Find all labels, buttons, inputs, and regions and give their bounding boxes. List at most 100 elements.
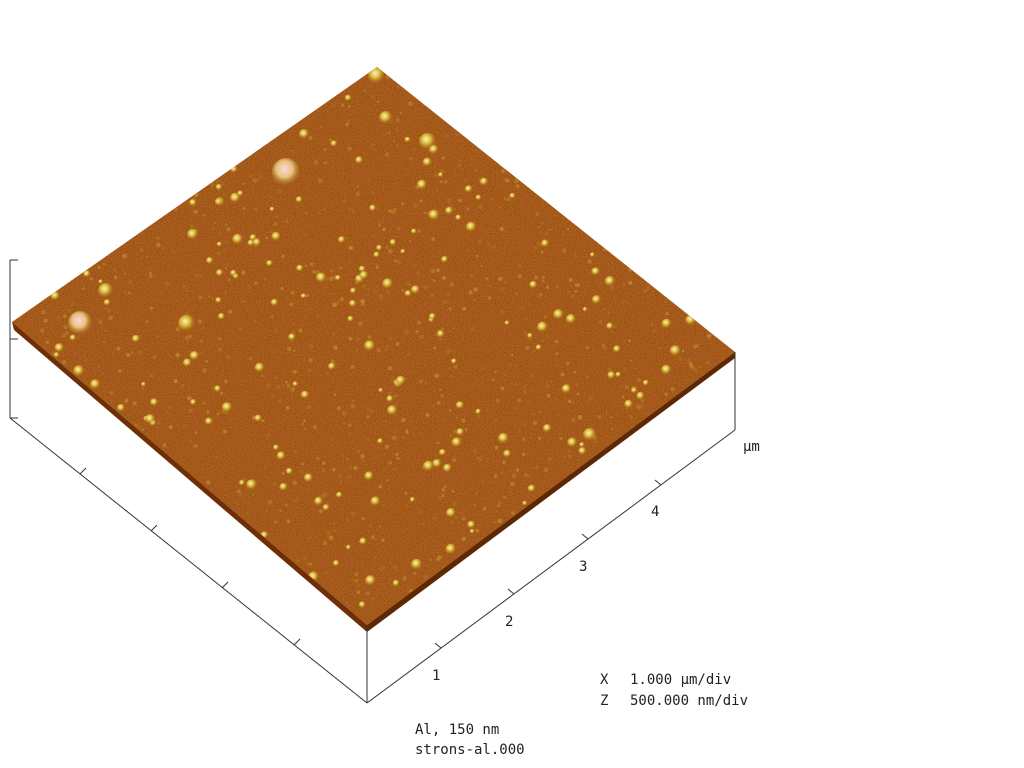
grain (513, 363, 518, 368)
grain (523, 391, 527, 395)
grain (518, 429, 521, 433)
grain (273, 222, 278, 226)
grain (364, 507, 368, 510)
grain (413, 571, 417, 575)
grain (222, 192, 226, 195)
grain (224, 240, 228, 244)
grain (408, 259, 412, 262)
grain (348, 336, 353, 341)
grain (252, 178, 258, 183)
grain (570, 400, 575, 404)
grain (200, 352, 205, 356)
peak (469, 528, 475, 535)
grain (211, 227, 215, 231)
peak (428, 313, 437, 321)
grain (517, 274, 522, 279)
grain (193, 209, 198, 214)
grain (491, 378, 495, 381)
grain (175, 390, 178, 393)
grain (555, 285, 559, 289)
grain (532, 420, 538, 426)
large-peak (272, 158, 300, 186)
grain (281, 254, 285, 258)
grain (506, 197, 511, 202)
grain (61, 334, 66, 338)
grain (375, 286, 379, 289)
grain (155, 235, 161, 241)
grain (259, 171, 262, 175)
grain (485, 277, 489, 281)
grain (145, 320, 149, 323)
grain (461, 536, 466, 542)
grain (105, 330, 108, 332)
grain (385, 479, 389, 482)
grain (317, 290, 320, 292)
grain (525, 429, 528, 432)
peak (215, 297, 223, 304)
grain (630, 418, 633, 421)
grain (562, 248, 567, 253)
grain (375, 265, 379, 269)
peak (535, 344, 543, 352)
grain (123, 290, 127, 294)
grain (698, 365, 702, 368)
grain (388, 230, 391, 233)
grain (540, 250, 544, 254)
grain (348, 465, 353, 470)
grain (472, 184, 475, 187)
grain (227, 278, 231, 282)
grain (453, 429, 456, 433)
grain (480, 264, 483, 268)
grain (202, 401, 206, 406)
grain (348, 423, 352, 427)
y-tick (581, 533, 589, 540)
grain (534, 465, 539, 470)
grain (406, 352, 411, 357)
grain (566, 290, 571, 294)
grain (621, 310, 624, 313)
grain (388, 209, 392, 213)
grain (438, 388, 442, 392)
peak (410, 228, 418, 235)
grain (436, 268, 440, 273)
grain (52, 342, 55, 345)
grain (128, 280, 132, 284)
peak (404, 136, 411, 143)
grain (254, 320, 257, 322)
grain (251, 493, 255, 497)
peak (83, 270, 91, 279)
grain (554, 339, 559, 344)
grain (454, 516, 457, 519)
grain (628, 268, 632, 272)
peak (428, 209, 441, 222)
grain (333, 345, 338, 350)
grain (366, 415, 370, 419)
grain (333, 393, 337, 397)
grain (634, 367, 637, 370)
grain (446, 197, 452, 203)
grain (131, 387, 134, 391)
peak (246, 479, 258, 491)
peak (359, 270, 369, 281)
grain (165, 411, 169, 414)
grain (202, 368, 207, 373)
peak (445, 507, 457, 519)
grain (537, 295, 541, 298)
grain (97, 364, 101, 368)
grain (122, 253, 127, 259)
grain (128, 291, 131, 295)
grain (460, 513, 464, 516)
grain (328, 535, 334, 541)
grain (431, 237, 436, 241)
grain (607, 263, 610, 266)
grain (473, 287, 478, 292)
grain (332, 467, 336, 472)
peak (358, 601, 367, 609)
grain (321, 468, 326, 473)
grain (659, 347, 662, 350)
grain (664, 392, 668, 396)
grain (706, 333, 712, 339)
peak (221, 402, 233, 414)
grain (533, 275, 539, 280)
peak (522, 500, 528, 507)
